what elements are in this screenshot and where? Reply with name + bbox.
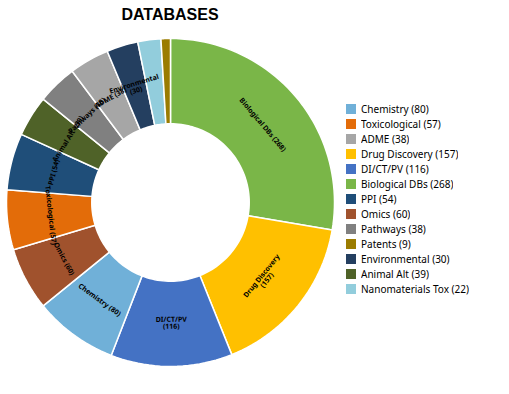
html-text:ADME (38): ADME (38) bbox=[361, 132, 410, 146]
html-text:Biological DBs (268): Biological DBs (268) bbox=[361, 177, 454, 191]
html-text:DI/CT/PV (116): DI/CT/PV (116) bbox=[361, 162, 429, 176]
svg-text:Drug Discovery(157): Drug Discovery(157) bbox=[241, 252, 287, 303]
html-text:Chemistry (80): Chemistry (80) bbox=[361, 102, 429, 116]
svg-text:Pathways (38): Pathways (38) bbox=[66, 95, 108, 136]
html-text:Pathways (38): Pathways (38) bbox=[361, 222, 426, 236]
html-text:Drug Discovery (157): Drug Discovery (157) bbox=[361, 147, 459, 161]
html-text:Animal Alt (39): Animal Alt (39) bbox=[361, 267, 429, 281]
svg-text:ADME (38): ADME (38) bbox=[93, 85, 128, 111]
svg-text:Toxicological (57): Toxicological (57) bbox=[43, 185, 58, 246]
html-text:Environmental (30): Environmental (30) bbox=[361, 252, 450, 266]
html-text:DATABASES: DATABASES bbox=[121, 6, 219, 23]
html-text:Toxicological (57): Toxicological (57) bbox=[361, 117, 441, 131]
html-text:Nanomaterials Tox (22): Nanomaterials Tox (22) bbox=[361, 282, 469, 296]
html-text:Omics (60): Omics (60) bbox=[361, 207, 411, 221]
svg-text:DI/CT/PV(116): DI/CT/PV(116) bbox=[156, 315, 188, 331]
svg-text:Biological DBs (268): Biological DBs (268) bbox=[238, 96, 289, 154]
svg-text:Environmental(30): Environmental(30) bbox=[108, 72, 162, 102]
svg-text:Chemistry (80): Chemistry (80) bbox=[77, 281, 124, 318]
html-text:Patents (9): Patents (9) bbox=[361, 237, 411, 251]
html-text:PPI (54): PPI (54) bbox=[361, 192, 397, 206]
svg-text:PPI (54): PPI (54) bbox=[45, 158, 62, 186]
svg-text:Animal Alt (39): Animal Alt (39) bbox=[50, 114, 86, 164]
svg-text:Omics (60): Omics (60) bbox=[52, 241, 77, 278]
